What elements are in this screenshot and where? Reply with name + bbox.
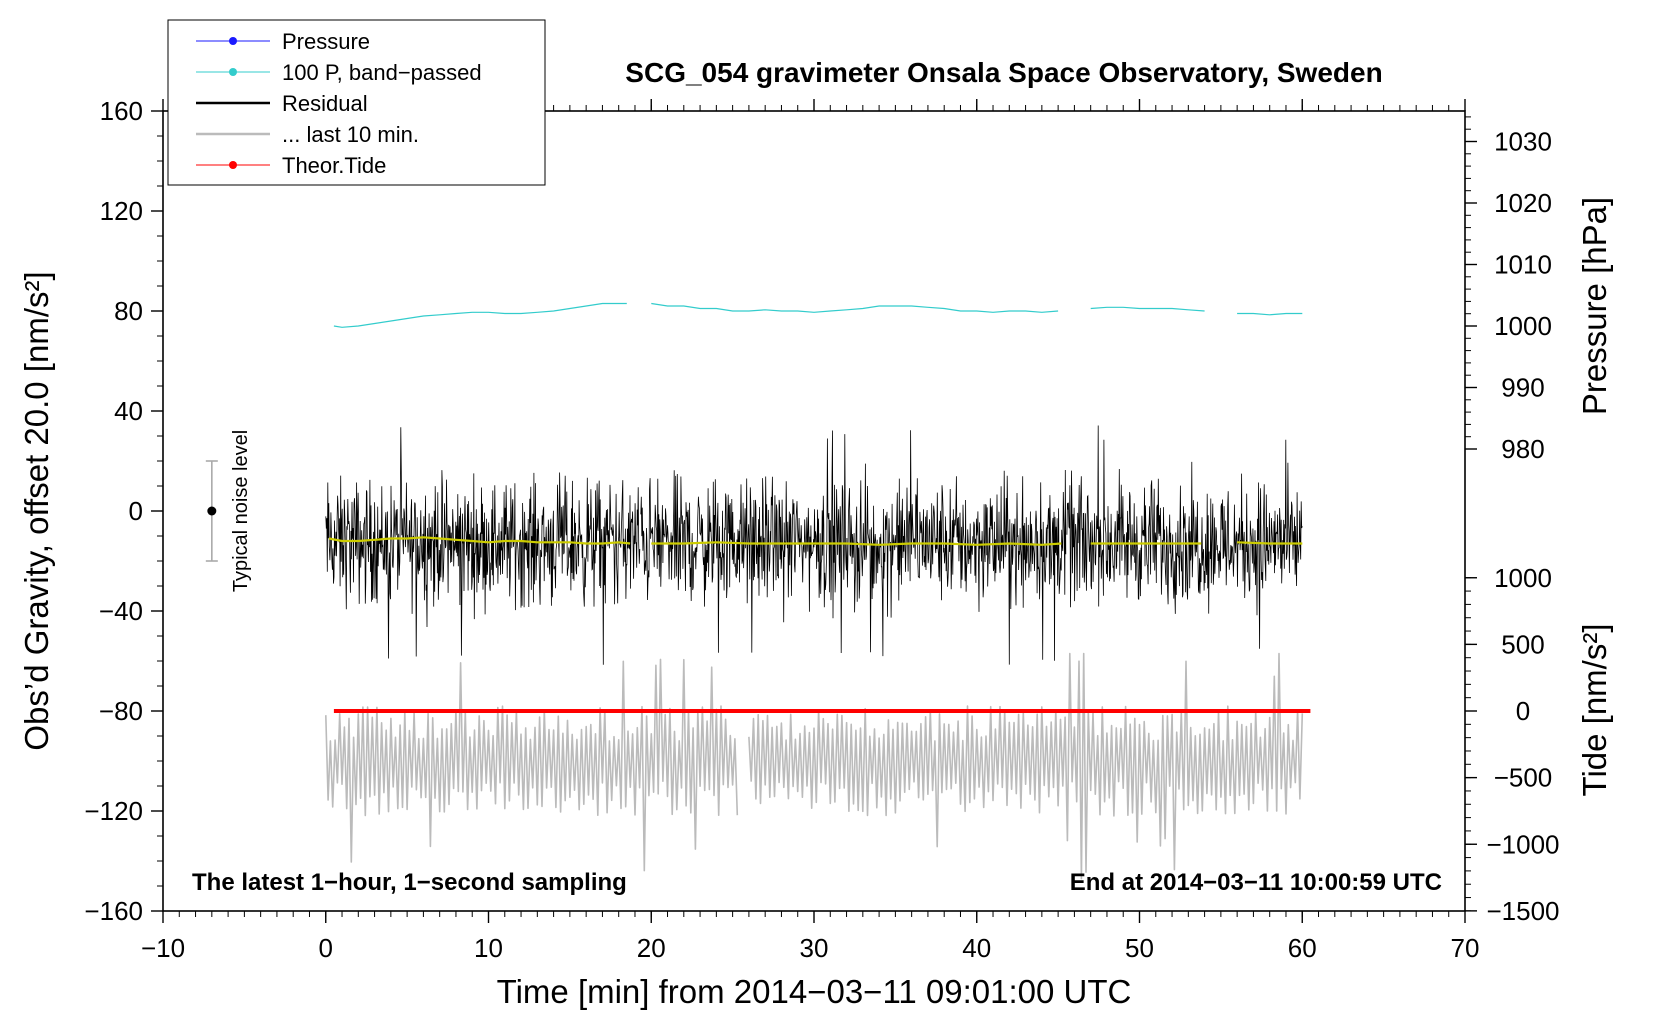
y-tick-label: 40: [114, 396, 143, 426]
tide-tick-label: 1000: [1494, 563, 1552, 593]
plot-area: Typical noise level: [205, 302, 1311, 880]
residual-series-line: [325, 425, 1303, 665]
pressure-tick-label: 1010: [1494, 250, 1552, 280]
pressure-axis-title: Pressure [hPa]: [1576, 197, 1613, 415]
chart-title: SCG_054 gravimeter Onsala Space Observat…: [625, 57, 1382, 88]
pressure-tick-label: 990: [1501, 373, 1544, 403]
legend-label-residual: Residual: [282, 91, 368, 116]
y-tick-label: 160: [100, 96, 143, 126]
noise-label: Typical noise level: [230, 430, 252, 592]
legend: Pressure 100 P, band−passed Residual ... la…: [167, 19, 546, 186]
y-tick-label: 80: [114, 296, 143, 326]
y-tick-label: −80: [99, 696, 143, 726]
x-tick-label: 30: [800, 933, 829, 963]
bottom-right-note: End at 2014−03−11 10:00:59 UTC: [1070, 869, 1442, 896]
tide-tick-label: 0: [1516, 696, 1530, 726]
x-tick-label: 10: [474, 933, 503, 963]
x-tick-label: 20: [637, 933, 666, 963]
y-tick-label: −40: [99, 596, 143, 626]
y-axis-title: Obs’d Gravity, offset 20.0 [nm/s²]: [18, 271, 55, 750]
axes: −10 0 10 20 30 40 50 60 7016012080400−40−80−120−…: [84, 96, 1559, 963]
residual-smoothed-series-line: [328, 536, 1303, 546]
x-tick-label: 70: [1451, 933, 1480, 963]
y-tick-label: 120: [100, 196, 143, 226]
legend-label-last-10-min: ... last 10 min.: [282, 122, 419, 147]
last-10-min-series-line: [325, 652, 1304, 880]
x-tick-label: 0: [319, 933, 333, 963]
x-tick-label: 50: [1125, 933, 1154, 963]
legend-marker-theor-tide: [229, 161, 237, 169]
legend-label-pressure: Pressure: [282, 29, 370, 54]
tide-tick-label: −1000: [1486, 829, 1559, 859]
tide-tick-label: −1500: [1486, 896, 1559, 926]
tide-tick-label: 500: [1501, 629, 1544, 659]
legend-label-theor-tide: Theor.Tide: [282, 153, 386, 178]
y-tick-label: 0: [129, 496, 143, 526]
x-tick-label: 60: [1288, 933, 1317, 963]
x-tick-label: −10: [141, 933, 185, 963]
pressure-tick-label: 1000: [1494, 311, 1552, 341]
legend-marker-100-p-band-passed: [229, 68, 237, 76]
tide-tick-label: −500: [1494, 763, 1553, 793]
x-axis-title: Time [min] from 2014−03−11 09:01:00 UTC: [497, 973, 1132, 1010]
pressure-tick-label: 1020: [1494, 188, 1552, 218]
x-tick-label: 40: [962, 933, 991, 963]
100-p-band-passed-series-line: [333, 302, 1303, 328]
pressure-tick-label: 1030: [1494, 127, 1552, 157]
pressure-tick-label: 980: [1501, 434, 1544, 464]
y-tick-label: −120: [84, 796, 143, 826]
legend-label-100-p-band-passed: 100 P, band−passed: [282, 60, 482, 85]
bottom-left-note: The latest 1−hour, 1−second sampling: [192, 869, 627, 896]
legend-marker-pressure: [229, 37, 237, 45]
tide-axis-title: Tide [nm/s²]: [1576, 624, 1613, 797]
noise-bar-dot: [207, 506, 217, 516]
y-tick-label: −160: [84, 896, 143, 926]
